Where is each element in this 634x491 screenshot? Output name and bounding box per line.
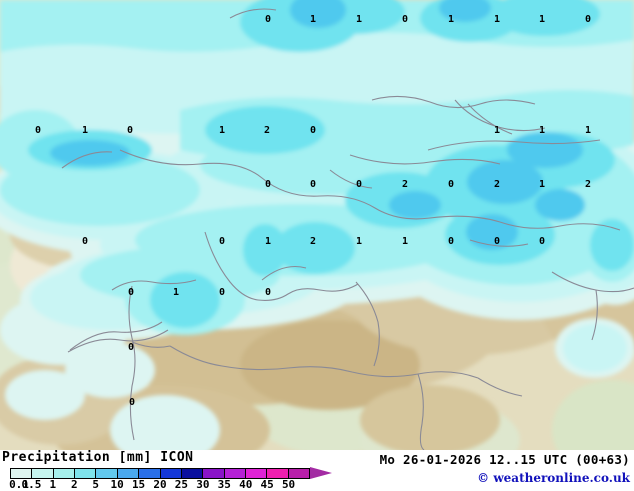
colorbar-swatch-45[interactable] [267,469,289,478]
precip-value-label: 0 [493,236,501,247]
precip-value-label: 0 [584,14,592,25]
precip-value-label: 0 [126,125,134,136]
precip-value-label: 2 [584,179,592,190]
colorbar-swatch-20[interactable] [160,469,182,478]
colorbar-swatch-2[interactable] [75,469,97,478]
precip-value-label: 0 [127,342,135,353]
legend-footer: Precipitation [mm] ICON 0.1 0.5 1 2 5 10 15 20 2… [0,450,634,491]
precip-value-label: 1 [172,287,180,298]
precip-value-label: 1 [493,14,501,25]
colorbar-tick-0.5: 0.5 [21,478,42,491]
country-borders [61,8,634,450]
precip-value-label: 1 [309,14,317,25]
precip-value-label: 0 [447,236,455,247]
colorbar-swatch-25[interactable] [181,469,204,478]
colorbar-tick-10: 10 [110,478,124,491]
colorbar-tick-40: 40 [239,478,253,491]
precip-value-label: 0 [128,397,136,408]
colorbar-tick-0.1: 0.1 [9,478,29,491]
colorbar-tick-20: 20 [153,478,167,491]
colorbar[interactable] [10,467,332,479]
precip-value-label: 1 [538,179,546,190]
colorbar-tick-2: 2 [70,478,78,491]
precip-value-label: 0 [309,125,317,136]
precip-value-label: 0 [264,179,272,190]
precip-value-label: 1 [538,125,546,136]
precip-value-label: 1 [584,125,592,136]
precipitation-map[interactable]: 0 1 0 1 2 0 1 1 1 0 1 1 0 1 1 1 0 0 0 0 2 0 2 1 2 0 0 1 2 1 1 0 0 0 0 1 0 0 0 0 [0,0,634,450]
colorbar-swatch-5[interactable] [96,469,118,478]
colorbar-swatch-0.1[interactable] [11,469,33,478]
precip-value-label: 0 [218,287,226,298]
precip-value-label: 1 [81,125,89,136]
colorbar-swatch-40[interactable] [245,469,268,478]
precip-value-label: 2 [401,179,409,190]
valid-time-stamp: Mo 26-01-2026 12..15 UTC (00+63) [379,452,630,467]
precip-value-label: 0 [218,236,226,247]
precip-band-5 [50,0,585,250]
colorbar-swatch-0.5[interactable] [32,469,54,478]
colorbar-overflow-arrow-icon [310,467,332,479]
precip-value-label: 0 [309,179,317,190]
colorbar-swatch-1[interactable] [53,469,76,478]
precip-value-label: 0 [401,14,409,25]
precip-value-label: 0 [538,236,546,247]
precip-value-label: 1 [355,236,363,247]
colorbar-tick-15: 15 [131,478,146,491]
colorbar-tick-50: 50 [281,478,296,491]
legend-title: Precipitation [mm] ICON [2,450,194,465]
colorbar-swatch-35[interactable] [224,469,246,478]
precip-value-label: 1 [264,236,272,247]
colorbar-tick-35: 35 [217,478,231,491]
precip-value-label: 1 [218,125,226,136]
colorbar-swatch-15[interactable] [139,469,161,478]
precip-value-label: 1 [401,236,409,247]
precip-value-label: 0 [355,179,363,190]
colorbar-swatches[interactable] [10,468,310,479]
map-canvas [0,0,634,450]
precip-value-label: 2 [309,236,317,247]
precip-value-label: 0 [264,14,272,25]
precip-value-label: 1 [447,14,455,25]
colorbar-swatch-30[interactable] [203,469,225,478]
precip-value-label: 0 [264,287,272,298]
precip-value-label: 2 [263,125,271,136]
colorbar-tick-labels: 0.1 0.5 1 2 5 10 15 20 25 30 35 40 45 50 [9,478,340,491]
colorbar-tick-1: 1 [49,478,57,491]
precip-value-label: 0 [34,125,42,136]
colorbar-swatch-10[interactable] [117,469,140,478]
colorbar-tick-30: 30 [196,478,210,491]
colorbar-tick-5: 5 [92,478,100,491]
precip-value-label: 1 [355,14,363,25]
copyright-notice: © weatheronline.co.uk [477,471,630,485]
colorbar-tick-45: 45 [260,478,274,491]
precip-value-label: 1 [493,125,501,136]
precip-value-label: 0 [81,236,89,247]
colorbar-swatch-50[interactable] [288,469,310,478]
precip-value-label: 2 [493,179,501,190]
precip-value-label: 0 [447,179,455,190]
colorbar-tick-25: 25 [174,478,189,491]
precip-value-label: 0 [127,287,135,298]
precip-value-label: 1 [538,14,546,25]
